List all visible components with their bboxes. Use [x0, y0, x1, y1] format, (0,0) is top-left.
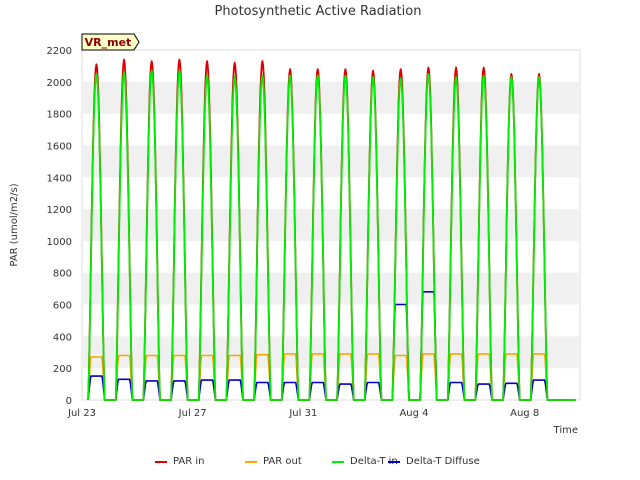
y-tick-label: 2000	[47, 78, 72, 89]
x-tick-label: Jul 27	[178, 408, 207, 419]
grid-band	[82, 81, 580, 114]
y-axis-ticks: 0 200 400 600 800 1000 1200 1400 1600 1800 2000 220…	[47, 46, 72, 407]
legend-label: PAR out	[263, 456, 302, 467]
site-badge-shape	[81, 33, 140, 51]
plot-background	[81, 49, 581, 401]
x-axis-ticks: Jul 23 Jul 27 Jul 31 Aug 4 Aug 8	[67, 408, 539, 419]
grid-band	[82, 336, 580, 369]
y-axis-label: PAR (umol/m2/s)	[9, 183, 20, 266]
grid-band	[82, 272, 580, 305]
chart-title: Photosynthetic Active Radiation	[215, 4, 422, 19]
y-tick-label: 0	[66, 396, 72, 407]
y-tick-label: 1200	[47, 205, 72, 216]
x-tick-label: Aug 4	[399, 408, 428, 419]
grid-band	[82, 209, 580, 241]
y-tick-label: 400	[53, 332, 72, 343]
y-tick-label: 1600	[47, 141, 72, 152]
y-tick-label: 2200	[47, 46, 72, 57]
site-badge-label: VR_met	[85, 36, 132, 49]
y-tick-label: 800	[53, 269, 72, 280]
series-delta-t-in-line	[87, 69, 576, 401]
grid-band	[82, 145, 580, 178]
y-tick-label: 200	[53, 364, 72, 375]
y-tick-label: 1800	[47, 110, 72, 121]
x-tick-label: Jul 23	[67, 408, 96, 419]
legend-label: Delta-T Diffuse	[406, 456, 480, 467]
y-tick-label: 600	[53, 301, 72, 312]
y-tick-label: 1000	[47, 237, 72, 248]
site-badge: VR_met	[81, 33, 140, 51]
y-tick-label: 1400	[47, 173, 72, 184]
series-layer	[87, 58, 576, 401]
x-axis-label: Time	[553, 425, 578, 436]
legend: PAR in PAR out Delta-T in Delta-T Diffuse	[155, 456, 480, 467]
legend-label: Delta-T in	[350, 456, 398, 467]
legend-label: PAR in	[173, 456, 204, 467]
x-tick-label: Aug 8	[510, 408, 539, 419]
x-tick-label: Jul 31	[288, 408, 317, 419]
